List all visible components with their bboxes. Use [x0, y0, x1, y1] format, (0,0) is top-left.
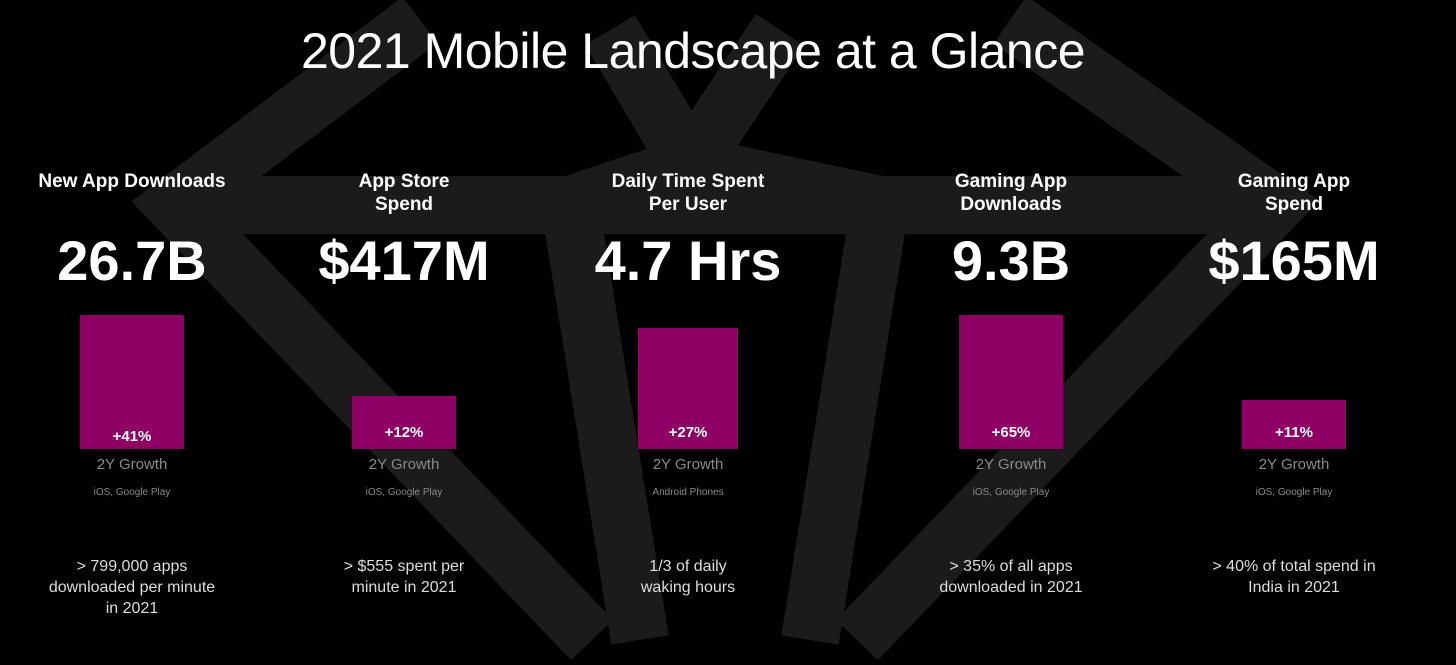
metric-note: > 799,000 apps downloaded per minute in …: [2, 556, 262, 619]
growth-value: +41%: [112, 428, 152, 445]
growth-bar: +27%: [638, 328, 738, 449]
metric-value: $165M: [1208, 229, 1380, 292]
metric-gaming-app-spend: Gaming App Spend $165M +11% 2Y Growth iO…: [1164, 0, 1424, 640]
metric-note-text: > $555 spent per minute in 2021: [343, 558, 465, 596]
growth-value: +65%: [991, 424, 1031, 441]
source-label: iOS, Google Play: [972, 487, 1050, 498]
page-title: 2021 Mobile Landscape at a Glance: [300, 23, 1086, 79]
growth-bar: +12%: [352, 396, 456, 449]
source-label: iOS, Google Play: [365, 487, 443, 498]
metric-label: Gaming App Downloads: [954, 171, 1068, 215]
source-label: Android Phones: [652, 487, 724, 498]
growth-value: +11%: [1275, 424, 1313, 441]
growth-label: 2Y Growth: [975, 456, 1047, 473]
metric-note: > 35% of all apps downloaded in 2021: [881, 556, 1141, 598]
metric-label: Daily Time Spent Per User: [611, 171, 765, 215]
metric-note-text: > 40% of total spend in India in 2021: [1212, 558, 1376, 596]
metric-value: 9.3B: [951, 229, 1071, 292]
metric-note: 1/3 of daily waking hours: [558, 556, 818, 598]
metric-note: > 40% of total spend in India in 2021: [1164, 556, 1424, 598]
metric-app-store-spend: App Store Spend $417M +12% 2Y Growth iOS…: [274, 0, 534, 640]
growth-label: 2Y Growth: [368, 456, 440, 473]
metric-label: App Store Spend: [358, 171, 450, 215]
metric-note-text: 1/3 of daily waking hours: [640, 558, 736, 596]
metric-value: 26.7B: [57, 229, 207, 292]
growth-bar: +41%: [80, 315, 184, 449]
metric-gaming-app-downloads: Gaming App Downloads 9.3B +65% 2Y Growth…: [881, 0, 1141, 640]
growth-value: +12%: [384, 424, 424, 441]
metric-note-text: > 35% of all apps downloaded in 2021: [939, 558, 1083, 596]
growth-label: 2Y Growth: [652, 456, 724, 473]
metric-value: $417M: [318, 229, 490, 292]
metric-label: Gaming App Spend: [1237, 171, 1351, 215]
growth-bar: +65%: [959, 315, 1063, 449]
source-label: iOS, Google Play: [1255, 487, 1333, 498]
metric-new-app-downloads: New App Downloads 26.7B +41% 2Y Growth i…: [2, 0, 262, 640]
metric-label: New App Downloads: [38, 171, 226, 192]
source-label: iOS, Google Play: [93, 487, 171, 498]
metric-daily-time-spent: Daily Time Spent Per User 4.7 Hrs +27% 2…: [558, 0, 818, 640]
growth-label: 2Y Growth: [96, 456, 168, 473]
metric-note: > $555 spent per minute in 2021: [274, 556, 534, 598]
growth-label: 2Y Growth: [1258, 456, 1330, 473]
growth-bar: +11%: [1242, 400, 1346, 449]
metric-value: 4.7 Hrs: [594, 229, 782, 292]
growth-value: +27%: [668, 424, 708, 441]
metric-note-text: > 799,000 apps downloaded per minute in …: [48, 558, 216, 617]
